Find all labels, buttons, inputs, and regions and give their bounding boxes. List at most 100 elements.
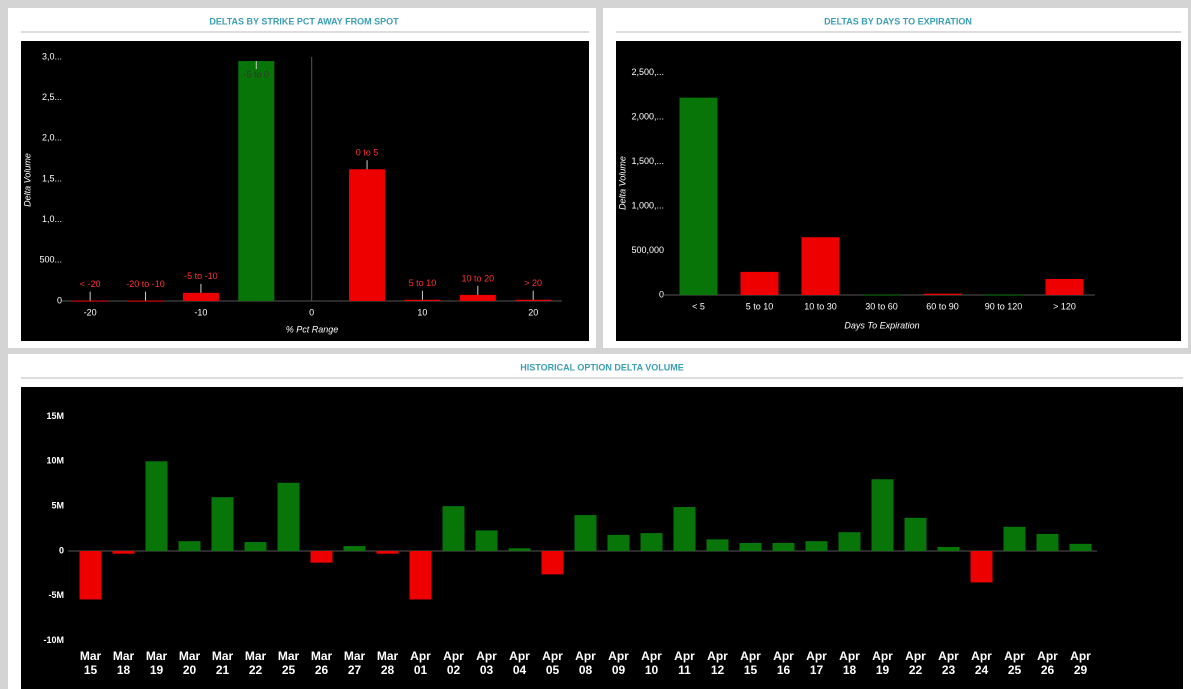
- x-tick-label: Apr 09: [608, 648, 629, 677]
- x-tick-label: 30 to 60: [865, 301, 898, 311]
- bar: [1036, 533, 1059, 552]
- data-label: > 20: [524, 278, 542, 288]
- x-tick-label: < 5: [692, 301, 705, 311]
- y-axis-title: Delta Volume: [617, 156, 627, 210]
- x-tick-label: Apr 03: [476, 648, 497, 677]
- x-tick-label: Apr 23: [938, 648, 959, 677]
- y-tick-label: 3,0...: [42, 51, 62, 61]
- bar: [984, 294, 1023, 296]
- y-tick-label: 0: [57, 295, 62, 305]
- x-tick-label: Mar 21: [211, 648, 234, 677]
- bar: [442, 506, 465, 552]
- x-tick-label: Apr 29: [1070, 648, 1091, 677]
- y-tick-label: 1,5...: [42, 173, 62, 183]
- y-tick-label: 1,000,...: [631, 200, 664, 210]
- bar: [178, 541, 201, 552]
- x-tick-label: Mar 18: [112, 648, 135, 677]
- bar: [376, 551, 399, 554]
- x-tick-label: 20: [528, 307, 538, 317]
- chart-title: DELTAS BY DAYS TO EXPIRATION: [824, 16, 972, 26]
- y-tick-label: 2,5...: [42, 92, 62, 102]
- bar: [409, 551, 432, 600]
- chart-title: DELTAS BY STRIKE PCT AWAY FROM SPOT: [209, 16, 399, 26]
- y-tick-label: 2,0...: [42, 133, 62, 143]
- plot-area: [21, 41, 589, 341]
- x-tick-label: Apr 17: [806, 648, 827, 677]
- x-tick-label: Apr 12: [707, 648, 728, 677]
- y-axis-title: Delta Volume: [22, 153, 32, 207]
- y-tick-label: 1,0...: [42, 214, 62, 224]
- x-tick-label: Apr 19: [872, 648, 893, 677]
- bar: [508, 548, 531, 552]
- x-tick-label: 5 to 10: [746, 301, 774, 311]
- x-tick-label: Apr 11: [674, 648, 695, 677]
- x-tick-label: Mar 27: [343, 648, 366, 677]
- bar: [343, 546, 366, 552]
- bar: [127, 300, 164, 302]
- bar: [862, 294, 901, 296]
- bar: [574, 515, 597, 552]
- x-tick-label: Apr 22: [905, 648, 926, 677]
- x-tick-label: > 120: [1053, 301, 1076, 311]
- x-tick-label: Mar 19: [145, 648, 168, 677]
- bar: [801, 237, 840, 295]
- bar: [673, 507, 696, 552]
- x-tick-label: Apr 18: [839, 648, 860, 677]
- y-tick-label: 5M: [51, 501, 64, 511]
- bar: [838, 532, 861, 552]
- bar: [145, 461, 168, 552]
- data-label: -5 to -10: [184, 271, 218, 281]
- x-tick-label: Mar 20: [178, 648, 201, 677]
- x-tick-label: Mar 28: [376, 648, 399, 677]
- x-tick-label: Apr 04: [509, 648, 530, 677]
- x-tick-label: Mar 22: [244, 648, 267, 677]
- x-tick-label: -10: [194, 307, 207, 317]
- data-label: 5 to 10: [409, 278, 437, 288]
- data-label: -20 to -10: [126, 279, 165, 289]
- x-tick-label: 0: [309, 307, 314, 317]
- bar: [640, 533, 663, 552]
- data-label: < -20: [80, 279, 101, 289]
- data-label: 10 to 20: [462, 273, 495, 283]
- data-label: -5 to 0: [244, 69, 270, 79]
- y-tick-label: 1,500,...: [631, 156, 664, 166]
- bar: [772, 542, 795, 552]
- bar: [923, 293, 962, 295]
- x-tick-label: Mar 25: [277, 648, 300, 677]
- bar: [1003, 526, 1026, 552]
- x-tick-label: Apr 25: [1004, 648, 1025, 677]
- y-tick-label: 0: [59, 545, 64, 555]
- bar: [238, 61, 275, 301]
- y-tick-label: 500...: [39, 255, 62, 265]
- x-tick-label: -20: [84, 307, 97, 317]
- bar: [871, 479, 894, 552]
- bar: [679, 97, 718, 296]
- x-tick-label: Mar 15: [79, 648, 102, 677]
- x-tick-label: Apr 01: [410, 648, 431, 677]
- bar: [211, 497, 234, 552]
- bar: [72, 300, 109, 302]
- bar: [349, 169, 386, 301]
- bar: [79, 551, 102, 600]
- bar: [1045, 279, 1084, 295]
- bar: [459, 294, 496, 301]
- bar: [541, 551, 564, 575]
- bar: [607, 534, 630, 552]
- chart-title: HISTORICAL OPTION DELTA VOLUME: [520, 362, 684, 372]
- y-tick-label: 2,000,...: [631, 112, 664, 122]
- y-tick-label: 500,000: [631, 245, 664, 255]
- x-tick-label: Apr 02: [443, 648, 464, 677]
- x-axis-title: Days To Expiration: [844, 320, 919, 330]
- bar: [706, 539, 729, 552]
- x-tick-label: 10 to 30: [804, 301, 837, 311]
- bar: [112, 551, 135, 554]
- bar: [805, 541, 828, 552]
- x-tick-label: Apr 10: [641, 648, 662, 677]
- x-axis-title: % Pct Range: [286, 324, 339, 334]
- bar: [970, 551, 993, 583]
- y-tick-label: 2,500,...: [631, 67, 664, 77]
- bar: [404, 299, 441, 301]
- bar: [515, 299, 552, 301]
- x-tick-label: Apr 24: [971, 648, 992, 677]
